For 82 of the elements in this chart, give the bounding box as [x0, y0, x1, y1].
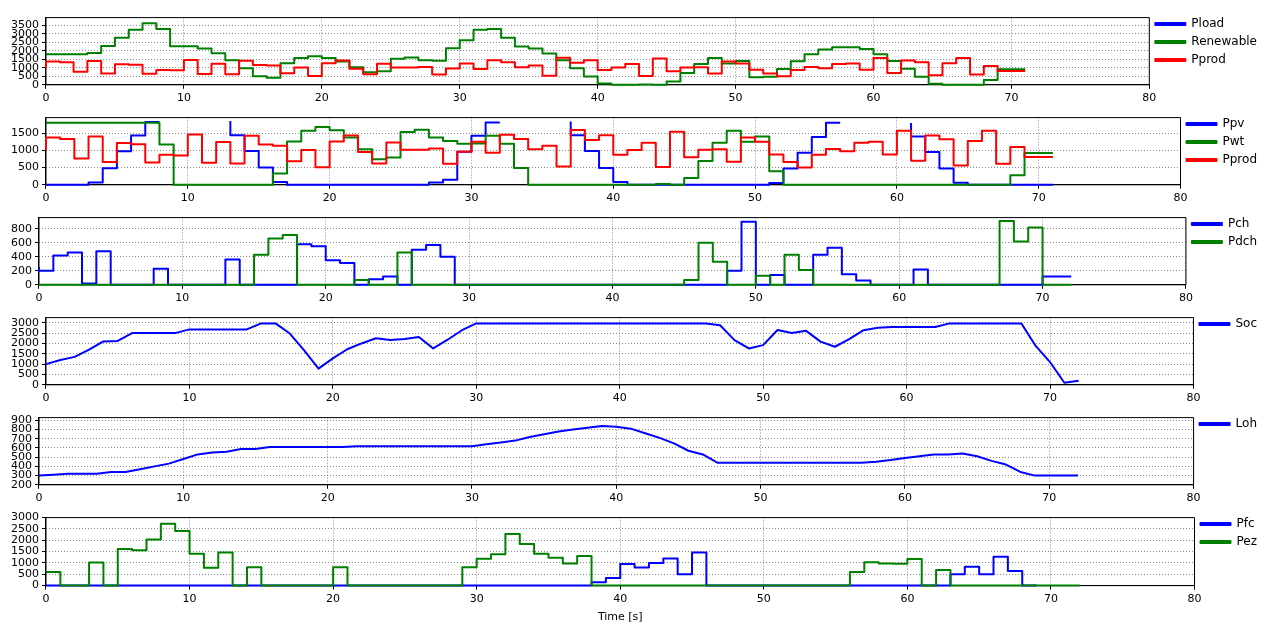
legend-label: Loh: [1235, 416, 1257, 431]
legend-label: Soc: [1235, 316, 1258, 331]
legend-label: Pprod: [1191, 52, 1226, 67]
x-tick-label: 70: [1035, 291, 1050, 305]
x-tick-label: 40: [609, 491, 624, 505]
x-tick-label: 30: [464, 491, 479, 505]
y-tick-label: 200: [11, 263, 32, 277]
x-tick-label: 50: [756, 391, 771, 405]
y-tick-label: 0: [25, 277, 32, 291]
x-tick-label: 10: [176, 491, 191, 505]
x-tick-label: 0: [42, 391, 50, 405]
x-tick-label: 80: [1142, 91, 1157, 105]
x-tick-label: 30: [469, 592, 484, 606]
x-tick-label: 80: [1187, 592, 1202, 606]
y-tick-label: 1500: [10, 125, 39, 139]
y-tick-label: 0: [31, 578, 39, 592]
y-tick-label: 1500: [10, 544, 39, 558]
x-tick-label: 30: [469, 391, 484, 405]
x-tick-label: 30: [464, 191, 479, 205]
x-tick-label: 80: [1173, 191, 1188, 205]
x-tick-label: 20: [314, 91, 329, 105]
legend-label: Renewable: [1191, 34, 1257, 49]
legend-label: Pez: [1236, 534, 1258, 549]
x-tick-label: 40: [612, 391, 627, 405]
x-tick-label: 70: [1004, 91, 1019, 105]
y-tick-label: 2500: [10, 521, 39, 535]
y-tick-label: 400: [11, 249, 32, 263]
x-tick-label: 70: [1031, 191, 1046, 205]
x-tick-label: 70: [1042, 491, 1057, 505]
x-tick-label: 40: [590, 91, 605, 105]
x-tick-label: 20: [322, 191, 337, 205]
y-tick-label: 200: [11, 477, 32, 491]
x-tick-label: 10: [180, 191, 195, 205]
x-tick-label: 60: [900, 592, 915, 606]
x-tick-label: 0: [42, 191, 50, 205]
x-tick-label: 70: [1043, 391, 1058, 405]
x-tick-label: 20: [320, 491, 335, 505]
x-tick-label: 80: [1186, 391, 1201, 405]
y-tick-label: 500: [17, 160, 39, 174]
x-tick-label: 40: [605, 291, 620, 305]
y-tick-label: 2000: [10, 533, 39, 547]
x-tick-label: 50: [728, 91, 743, 105]
y-tick-label: 600: [11, 235, 32, 249]
x-tick-label: 30: [462, 291, 477, 305]
x-tick-label: 10: [182, 391, 197, 405]
legend-label: Pdch: [1227, 234, 1258, 249]
x-tick-label: 80: [1178, 291, 1193, 305]
legend-label: Pfc: [1236, 516, 1255, 531]
x-tick-label: 60: [897, 491, 912, 505]
x-tick-label: 70: [1043, 592, 1058, 606]
x-tick-label: 60: [866, 91, 881, 105]
x-tick-label: 60: [892, 291, 907, 305]
x-tick-label: 60: [899, 391, 914, 405]
x-tick-label: 80: [1186, 491, 1201, 505]
legend-label: Pwt: [1222, 134, 1245, 149]
x-axis-title: Time [s]: [596, 610, 643, 624]
y-tick-label: 1000: [10, 555, 39, 569]
x-tick-label: 10: [182, 592, 197, 606]
legend-label: Pch: [1227, 216, 1250, 231]
legend-label: Pprod: [1222, 152, 1257, 167]
x-tick-label: 60: [889, 191, 904, 205]
y-tick-label: 3000: [10, 510, 39, 524]
x-tick-label: 40: [606, 191, 621, 205]
y-tick-label: 800: [11, 221, 32, 235]
x-tick-label: 20: [326, 592, 341, 606]
y-tick-label: 1000: [10, 143, 39, 157]
x-tick-label: 50: [748, 291, 763, 305]
legend-label: Pload: [1191, 16, 1225, 31]
legend-label: Ppv: [1222, 116, 1245, 131]
x-tick-label: 50: [753, 491, 768, 505]
x-tick-label: 40: [613, 592, 628, 606]
x-tick-label: 20: [318, 291, 333, 305]
y-tick-label: 500: [17, 567, 39, 581]
x-tick-label: 0: [42, 91, 50, 105]
x-tick-label: 10: [176, 91, 191, 105]
x-tick-label: 50: [756, 592, 771, 606]
x-tick-label: 30: [452, 91, 467, 105]
x-tick-label: 50: [748, 191, 763, 205]
x-tick-label: 10: [175, 291, 190, 305]
y-tick-label: 0: [31, 177, 39, 191]
x-tick-label: 20: [325, 391, 340, 405]
x-tick-label: 0: [42, 592, 50, 606]
